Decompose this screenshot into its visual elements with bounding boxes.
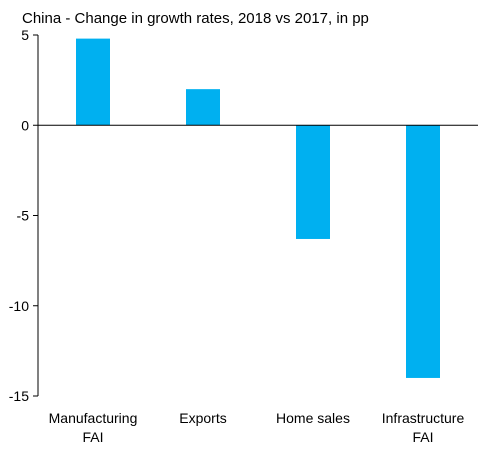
y-tick-label: 0 xyxy=(21,117,29,133)
category-label: Exports xyxy=(179,410,226,426)
category-label: Infrastructure xyxy=(382,410,465,426)
y-tick-label: -15 xyxy=(9,388,29,404)
category-label: Home sales xyxy=(276,410,350,426)
bar xyxy=(406,125,440,378)
category-label: FAI xyxy=(412,429,433,445)
bars xyxy=(76,38,440,378)
category-label: FAI xyxy=(82,429,103,445)
y-tick-label: 5 xyxy=(21,27,29,43)
y-axis: 5 0 -5 -10 -15 xyxy=(9,27,39,404)
bar xyxy=(186,89,220,126)
category-label: Manufacturing xyxy=(49,410,138,426)
chart-title: China - Change in growth rates, 2018 vs … xyxy=(22,10,369,27)
y-tick-label: -5 xyxy=(17,208,30,224)
bar xyxy=(76,38,110,126)
x-axis-labels: Manufacturing FAI Exports Home sales Infrast… xyxy=(49,410,465,445)
y-tick-label: -10 xyxy=(9,298,29,314)
bar xyxy=(296,125,330,239)
